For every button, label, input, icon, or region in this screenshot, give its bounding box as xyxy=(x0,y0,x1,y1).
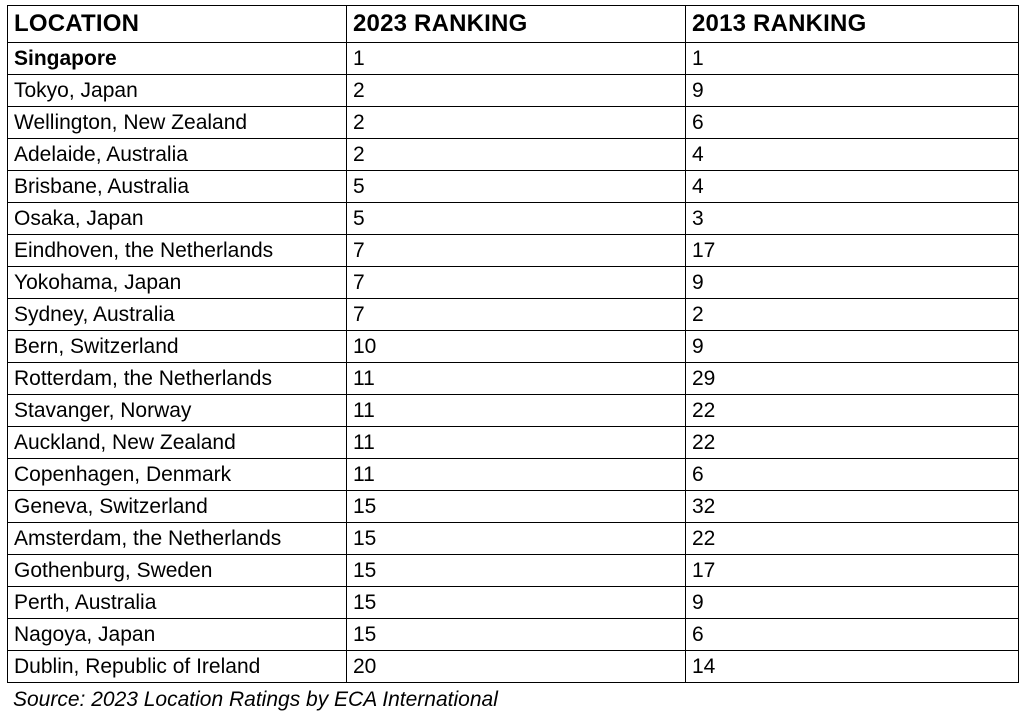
cell-2023-ranking: 15 xyxy=(346,618,686,651)
cell-2013-ranking: 14 xyxy=(685,650,1019,683)
header-2023-ranking: 2023 RANKING xyxy=(346,5,686,43)
cell-2013-ranking: 9 xyxy=(685,330,1019,363)
cell-2013-ranking: 9 xyxy=(685,266,1019,299)
cell-2013-ranking: 6 xyxy=(685,618,1019,651)
cell-location: Gothenburg, Sweden xyxy=(7,554,347,587)
table-row: Geneva, Switzerland 15 32 xyxy=(7,490,1019,523)
cell-2013-ranking: 4 xyxy=(685,170,1019,203)
cell-location: Copenhagen, Denmark xyxy=(7,458,347,491)
cell-2023-ranking: 11 xyxy=(346,426,686,459)
table-row: Singapore 1 1 xyxy=(7,42,1019,75)
cell-2013-ranking: 22 xyxy=(685,394,1019,427)
cell-2023-ranking: 15 xyxy=(346,490,686,523)
cell-location: Nagoya, Japan xyxy=(7,618,347,651)
table-row: Copenhagen, Denmark 11 6 xyxy=(7,458,1019,491)
table-row: Sydney, Australia 7 2 xyxy=(7,298,1019,331)
cell-2013-ranking: 22 xyxy=(685,426,1019,459)
cell-location: Sydney, Australia xyxy=(7,298,347,331)
cell-2023-ranking: 2 xyxy=(346,74,686,107)
table-row: Amsterdam, the Netherlands 15 22 xyxy=(7,522,1019,555)
cell-2013-ranking: 1 xyxy=(685,42,1019,75)
cell-2023-ranking: 2 xyxy=(346,138,686,171)
cell-2023-ranking: 20 xyxy=(346,650,686,683)
header-2013-ranking: 2013 RANKING xyxy=(685,5,1019,43)
table-row: Nagoya, Japan 15 6 xyxy=(7,618,1019,651)
cell-2023-ranking: 11 xyxy=(346,458,686,491)
cell-location: Geneva, Switzerland xyxy=(7,490,347,523)
table-row: Yokohama, Japan 7 9 xyxy=(7,266,1019,299)
cell-2023-ranking: 11 xyxy=(346,394,686,427)
cell-2013-ranking: 22 xyxy=(685,522,1019,555)
table-row: Stavanger, Norway 11 22 xyxy=(7,394,1019,427)
cell-2023-ranking: 2 xyxy=(346,106,686,139)
table-row: Gothenburg, Sweden 15 17 xyxy=(7,554,1019,587)
cell-location: Brisbane, Australia xyxy=(7,170,347,203)
cell-2013-ranking: 4 xyxy=(685,138,1019,171)
ranking-document: LOCATION 2023 RANKING 2013 RANKING Singa… xyxy=(7,5,1019,713)
cell-2013-ranking: 17 xyxy=(685,234,1019,267)
cell-2023-ranking: 5 xyxy=(346,202,686,235)
table-row: Eindhoven, the Netherlands 7 17 xyxy=(7,234,1019,267)
cell-2023-ranking: 5 xyxy=(346,170,686,203)
cell-2013-ranking: 6 xyxy=(685,458,1019,491)
cell-location: Rotterdam, the Netherlands xyxy=(7,362,347,395)
table-row: Adelaide, Australia 2 4 xyxy=(7,138,1019,171)
cell-2023-ranking: 15 xyxy=(346,522,686,555)
table-row: Bern, Switzerland 10 9 xyxy=(7,330,1019,363)
table-row: Auckland, New Zealand 11 22 xyxy=(7,426,1019,459)
cell-location: Bern, Switzerland xyxy=(7,330,347,363)
cell-location: Amsterdam, the Netherlands xyxy=(7,522,347,555)
table-row: Tokyo, Japan 2 9 xyxy=(7,74,1019,107)
cell-2023-ranking: 1 xyxy=(346,42,686,75)
cell-2023-ranking: 11 xyxy=(346,362,686,395)
cell-2013-ranking: 2 xyxy=(685,298,1019,331)
cell-location: Dublin, Republic of Ireland xyxy=(7,650,347,683)
table-row: Osaka, Japan 5 3 xyxy=(7,202,1019,235)
cell-location: Wellington, New Zealand xyxy=(7,106,347,139)
table-row: Dublin, Republic of Ireland 20 14 xyxy=(7,650,1019,683)
table-header-row: LOCATION 2023 RANKING 2013 RANKING xyxy=(7,5,1019,43)
table-row: Wellington, New Zealand 2 6 xyxy=(7,106,1019,139)
cell-location: Tokyo, Japan xyxy=(7,74,347,107)
cell-2023-ranking: 15 xyxy=(346,586,686,619)
table-body: Singapore 1 1 Tokyo, Japan 2 9 Wellington, New… xyxy=(7,42,1019,683)
cell-location: Perth, Australia xyxy=(7,586,347,619)
cell-2013-ranking: 3 xyxy=(685,202,1019,235)
cell-location: Singapore xyxy=(7,42,347,75)
cell-2023-ranking: 7 xyxy=(346,266,686,299)
ranking-table: LOCATION 2023 RANKING 2013 RANKING Singa… xyxy=(7,5,1019,683)
cell-2023-ranking: 15 xyxy=(346,554,686,587)
cell-location: Eindhoven, the Netherlands xyxy=(7,234,347,267)
cell-location: Yokohama, Japan xyxy=(7,266,347,299)
cell-2013-ranking: 6 xyxy=(685,106,1019,139)
cell-location: Osaka, Japan xyxy=(7,202,347,235)
cell-2013-ranking: 9 xyxy=(685,586,1019,619)
cell-location: Adelaide, Australia xyxy=(7,138,347,171)
table-row: Rotterdam, the Netherlands 11 29 xyxy=(7,362,1019,395)
cell-location: Stavanger, Norway xyxy=(7,394,347,427)
cell-2013-ranking: 32 xyxy=(685,490,1019,523)
source-note: Source: 2023 Location Ratings by ECA Int… xyxy=(13,688,498,711)
cell-2023-ranking: 7 xyxy=(346,234,686,267)
table-row: Brisbane, Australia 5 4 xyxy=(7,170,1019,203)
header-location: LOCATION xyxy=(7,5,347,43)
cell-location: Auckland, New Zealand xyxy=(7,426,347,459)
cell-2023-ranking: 7 xyxy=(346,298,686,331)
cell-2013-ranking: 17 xyxy=(685,554,1019,587)
cell-2023-ranking: 10 xyxy=(346,330,686,363)
table-row: Perth, Australia 15 9 xyxy=(7,586,1019,619)
cell-2013-ranking: 9 xyxy=(685,74,1019,107)
cell-2013-ranking: 29 xyxy=(685,362,1019,395)
